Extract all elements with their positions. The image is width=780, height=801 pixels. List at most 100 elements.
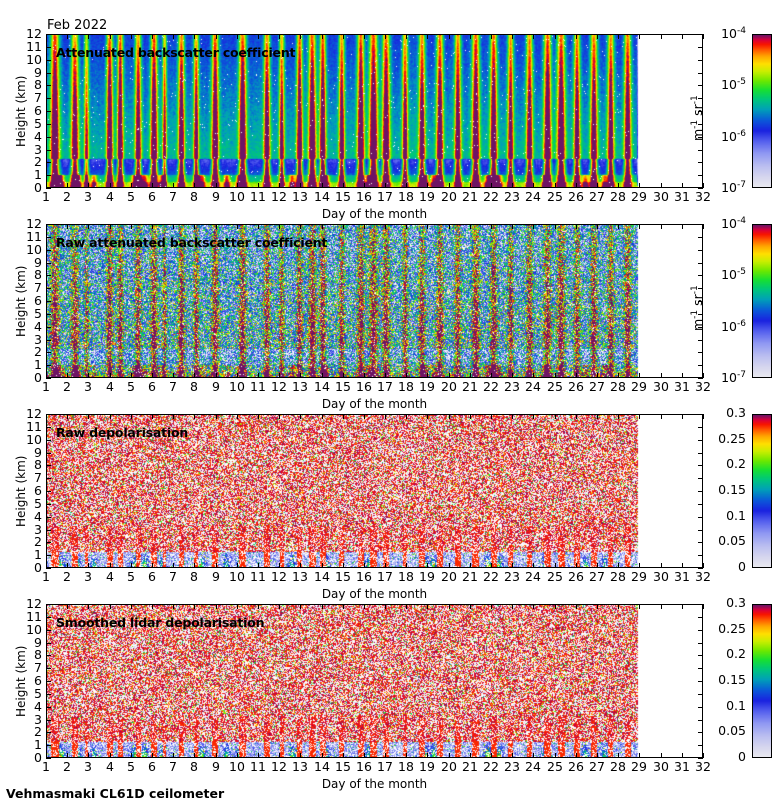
xtick-raw-attenuated-backscatter-18 [405, 373, 407, 378]
xtick-smoothed-lidar-depolarisation-24 [532, 753, 534, 758]
ytick-label-smoothed-lidar-depolarisation-3: 3 [34, 712, 42, 727]
colorbar-tick-raw-depolarisation-4: 0.2 [726, 456, 746, 471]
ytick-right-raw-attenuated-backscatter-6 [698, 300, 703, 302]
xtick-raw-depolarisation-26 [575, 563, 577, 568]
xtick-raw-depolarisation-9 [215, 563, 217, 568]
xtick-label-attenuated-backscatter-16: 16 [356, 189, 372, 204]
xtick-raw-attenuated-backscatter-20 [448, 373, 450, 378]
xtick-top-raw-depolarisation-5 [130, 414, 132, 419]
xtick-raw-attenuated-backscatter-8 [193, 373, 195, 378]
ytick-right-smoothed-lidar-depolarisation-11 [698, 616, 703, 618]
xtick-top-raw-attenuated-backscatter-21 [469, 224, 471, 229]
xtick-label-raw-depolarisation-21: 21 [462, 569, 478, 584]
xtick-smoothed-lidar-depolarisation-5 [130, 753, 132, 758]
xtick-top-raw-depolarisation-12 [278, 414, 280, 419]
ytick-raw-depolarisation-0 [46, 567, 51, 569]
xtick-attenuated-backscatter-11 [257, 183, 259, 188]
ytick-label-attenuated-backscatter-0: 0 [34, 180, 42, 195]
ytick-right-smoothed-lidar-depolarisation-1 [698, 744, 703, 746]
xtick-top-raw-attenuated-backscatter-15 [342, 224, 344, 229]
xtick-top-raw-attenuated-backscatter-26 [575, 224, 577, 229]
ytick-label-raw-attenuated-backscatter-2: 2 [34, 344, 42, 359]
xtick-label-attenuated-backscatter-32: 32 [695, 189, 711, 204]
ytick-right-attenuated-backscatter-12 [698, 33, 703, 35]
xtick-label-raw-depolarisation-6: 6 [148, 569, 156, 584]
xtick-top-raw-attenuated-backscatter-11 [257, 224, 259, 229]
ytick-right-attenuated-backscatter-9 [698, 72, 703, 74]
xtick-label-raw-attenuated-backscatter-18: 18 [398, 379, 414, 394]
xtick-attenuated-backscatter-9 [215, 183, 217, 188]
xtick-attenuated-backscatter-10 [236, 183, 238, 188]
xtick-label-raw-attenuated-backscatter-4: 4 [106, 379, 114, 394]
xtick-raw-depolarisation-31 [681, 563, 683, 568]
ytick-right-smoothed-lidar-depolarisation-8 [698, 654, 703, 656]
xtick-top-attenuated-backscatter-23 [511, 34, 513, 39]
xtick-raw-depolarisation-11 [257, 563, 259, 568]
ytick-right-attenuated-backscatter-4 [698, 136, 703, 138]
xtick-attenuated-backscatter-2 [66, 183, 68, 188]
ylabel-attenuated-backscatter: Height (km) [14, 75, 28, 147]
xtick-raw-attenuated-backscatter-9 [215, 373, 217, 378]
xtick-smoothed-lidar-depolarisation-18 [405, 753, 407, 758]
ytick-label-raw-attenuated-backscatter-5: 5 [34, 306, 42, 321]
ytick-smoothed-lidar-depolarisation-5 [46, 693, 51, 695]
xtick-raw-depolarisation-6 [151, 563, 153, 568]
xtick-attenuated-backscatter-1 [45, 183, 47, 188]
xtick-top-smoothed-lidar-depolarisation-7 [172, 604, 174, 609]
xtick-top-attenuated-backscatter-14 [321, 34, 323, 39]
xtick-label-raw-depolarisation-5: 5 [127, 569, 135, 584]
heatmap-smoothed-lidar-depolarisation [47, 605, 702, 757]
xtick-raw-depolarisation-1 [45, 563, 47, 568]
xtick-smoothed-lidar-depolarisation-21 [469, 753, 471, 758]
xtick-top-raw-attenuated-backscatter-4 [109, 224, 111, 229]
xtick-label-raw-depolarisation-4: 4 [106, 569, 114, 584]
ytick-right-raw-depolarisation-4 [698, 516, 703, 518]
xtick-top-raw-depolarisation-26 [575, 414, 577, 419]
xtick-top-raw-depolarisation-10 [236, 414, 238, 419]
ytick-attenuated-backscatter-3 [46, 149, 51, 151]
xtick-label-smoothed-lidar-depolarisation-12: 12 [271, 759, 287, 774]
xtick-raw-attenuated-backscatter-15 [342, 373, 344, 378]
xtick-top-attenuated-backscatter-28 [617, 34, 619, 39]
ytick-label-raw-depolarisation-11: 11 [26, 419, 42, 434]
ytick-label-raw-depolarisation-6: 6 [34, 483, 42, 498]
ytick-label-attenuated-backscatter-12: 12 [26, 26, 42, 41]
ytick-label-smoothed-lidar-depolarisation-11: 11 [26, 609, 42, 624]
xtick-label-smoothed-lidar-depolarisation-20: 20 [441, 759, 457, 774]
xtick-smoothed-lidar-depolarisation-2 [66, 753, 68, 758]
ytick-smoothed-lidar-depolarisation-10 [46, 629, 51, 631]
ytick-raw-depolarisation-2 [46, 541, 51, 543]
xtick-label-attenuated-backscatter-20: 20 [441, 189, 457, 204]
xtick-attenuated-backscatter-7 [172, 183, 174, 188]
xtick-label-raw-depolarisation-10: 10 [229, 569, 245, 584]
ytick-smoothed-lidar-depolarisation-2 [46, 731, 51, 733]
xtick-top-raw-depolarisation-30 [660, 414, 662, 419]
xtick-top-raw-attenuated-backscatter-12 [278, 224, 280, 229]
xtick-raw-attenuated-backscatter-7 [172, 373, 174, 378]
ytick-right-attenuated-backscatter-1 [698, 174, 703, 176]
xtick-label-raw-attenuated-backscatter-1: 1 [42, 379, 50, 394]
xtick-label-raw-depolarisation-19: 19 [419, 569, 435, 584]
xtick-label-attenuated-backscatter-1: 1 [42, 189, 50, 204]
xtick-attenuated-backscatter-8 [193, 183, 195, 188]
ytick-label-raw-depolarisation-5: 5 [34, 496, 42, 511]
ytick-raw-attenuated-backscatter-12 [46, 223, 51, 225]
colorbar-raw-attenuated-backscatter [753, 225, 771, 377]
xtick-raw-depolarisation-12 [278, 563, 280, 568]
ytick-label-raw-depolarisation-7: 7 [34, 470, 42, 485]
ytick-label-raw-attenuated-backscatter-4: 4 [34, 319, 42, 334]
xtick-top-raw-attenuated-backscatter-28 [617, 224, 619, 229]
ytick-right-raw-depolarisation-12 [698, 413, 703, 415]
xtick-top-smoothed-lidar-depolarisation-14 [321, 604, 323, 609]
xtick-raw-attenuated-backscatter-30 [660, 373, 662, 378]
xtick-top-smoothed-lidar-depolarisation-25 [554, 604, 556, 609]
xtick-label-smoothed-lidar-depolarisation-8: 8 [190, 759, 198, 774]
ytick-right-smoothed-lidar-depolarisation-12 [698, 603, 703, 605]
xtick-top-smoothed-lidar-depolarisation-11 [257, 604, 259, 609]
ytick-label-attenuated-backscatter-4: 4 [34, 129, 42, 144]
xtick-attenuated-backscatter-28 [617, 183, 619, 188]
ytick-attenuated-backscatter-8 [46, 84, 51, 86]
xtick-raw-depolarisation-8 [193, 563, 195, 568]
xtick-label-smoothed-lidar-depolarisation-9: 9 [212, 759, 220, 774]
ytick-raw-depolarisation-10 [46, 439, 51, 441]
